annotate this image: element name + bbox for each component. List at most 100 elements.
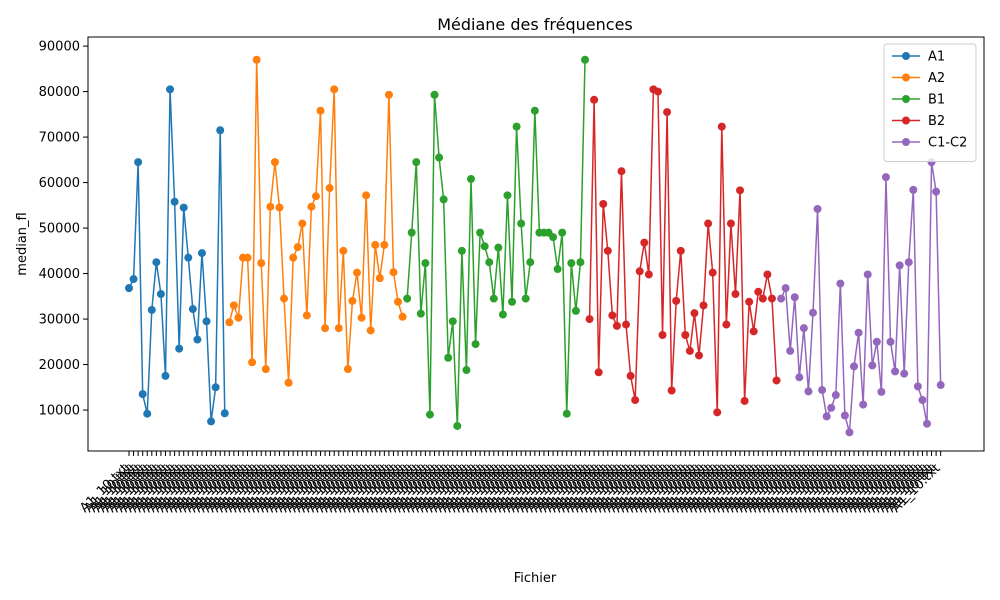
y-axis: 10000 20000 30000 40000 50000 60000 70000 80000… (39, 40, 88, 419)
data-point (918, 396, 927, 405)
data-point (590, 95, 599, 104)
data-point (380, 240, 389, 249)
data-point (156, 290, 165, 299)
data-point (453, 421, 462, 430)
data-point (795, 373, 804, 382)
data-point (339, 246, 348, 255)
data-point (498, 310, 507, 319)
data-point (394, 297, 403, 306)
data-point (836, 279, 845, 288)
legend-marker (902, 52, 910, 60)
data-point (781, 284, 790, 293)
data-point (216, 126, 225, 135)
data-point (685, 346, 694, 355)
data-point (585, 315, 594, 324)
data-point (439, 195, 448, 204)
data-point (672, 296, 681, 305)
data-point (197, 249, 206, 258)
data-point (421, 259, 430, 268)
legend-marker (902, 95, 910, 103)
data-point (767, 294, 776, 303)
data-point (229, 301, 238, 310)
data-point (635, 267, 644, 276)
y-tick-label: 80000 (39, 85, 80, 100)
legend-label: B2 (928, 114, 945, 129)
data-point (831, 391, 840, 400)
y-tick-label: 30000 (39, 313, 80, 328)
series-line-b1 (406, 59, 586, 427)
data-point (726, 219, 735, 228)
data-point (553, 265, 562, 274)
data-point (257, 259, 266, 268)
legend-label: C1-C2 (928, 136, 967, 151)
data-point (777, 294, 786, 303)
data-point (298, 219, 307, 228)
data-point (476, 228, 485, 237)
data-point (758, 294, 767, 303)
data-point (809, 308, 817, 317)
chart-title: Médiane des fréquences (437, 15, 633, 34)
data-point (644, 270, 653, 279)
data-point (489, 294, 498, 303)
legend-item-a1: A1 (892, 50, 945, 65)
data-point (749, 327, 758, 336)
data-point (690, 309, 699, 318)
data-point (786, 346, 795, 355)
data-point (508, 297, 517, 306)
data-point (371, 240, 380, 249)
data-point (220, 409, 229, 418)
y-tick-label: 90000 (39, 40, 80, 55)
data-point (581, 55, 589, 64)
data-point (818, 386, 827, 395)
data-point (261, 365, 270, 374)
data-point (134, 158, 143, 167)
data-point (302, 311, 311, 320)
data-point (872, 337, 881, 346)
data-point (562, 409, 571, 418)
data-point (403, 294, 412, 303)
data-point (772, 376, 781, 385)
data-point (845, 428, 854, 437)
legend-item-c1-c2: C1-C2 (892, 136, 967, 151)
data-point (699, 301, 708, 310)
data-point (923, 419, 931, 428)
data-point (275, 203, 284, 212)
data-point (731, 290, 740, 299)
data-point (138, 390, 147, 399)
data-point (353, 268, 361, 277)
data-point (225, 318, 234, 327)
data-point (676, 246, 685, 255)
legend-box (883, 43, 977, 162)
data-point (284, 378, 293, 387)
data-point (175, 344, 184, 353)
data-point (631, 396, 640, 405)
data-point (362, 191, 371, 200)
data-point (526, 258, 535, 267)
data-point (125, 284, 133, 293)
data-point (763, 270, 772, 279)
data-point (348, 296, 357, 305)
data-point (307, 202, 316, 211)
data-point (881, 173, 890, 182)
data-point (745, 297, 754, 306)
data-point (480, 242, 489, 251)
plot-frame (87, 36, 985, 452)
y-tick-label: 20000 (39, 358, 80, 373)
legend-label: B1 (928, 93, 945, 108)
data-point (444, 353, 453, 362)
data-point (143, 409, 152, 418)
data-point (289, 253, 298, 262)
data-point (740, 396, 749, 405)
data-point (202, 317, 211, 326)
data-point (266, 202, 275, 211)
series-line-c1-c2 (780, 161, 942, 433)
data-point (416, 309, 425, 318)
data-point (658, 330, 667, 339)
y-tick-label: 60000 (39, 176, 80, 191)
series-b1 (403, 55, 589, 430)
data-point (293, 243, 302, 252)
data-point (567, 259, 576, 268)
data-point (280, 294, 289, 303)
series-a1 (125, 85, 229, 426)
